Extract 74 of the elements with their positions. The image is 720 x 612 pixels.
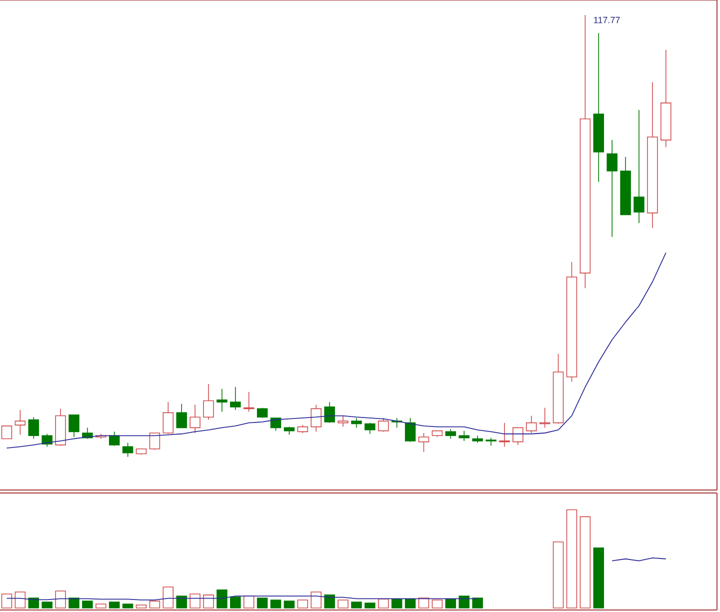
candlestick: [216, 388, 228, 412]
candlestick: [310, 404, 322, 432]
bar: [324, 594, 335, 608]
bar: [284, 600, 295, 608]
candlestick: [458, 430, 470, 442]
bar: [310, 592, 322, 608]
candlestick: [1, 426, 12, 440]
candlestick: [28, 416, 40, 440]
candlestick: [190, 404, 200, 434]
bar: [256, 598, 268, 608]
bar: [216, 590, 228, 608]
bar: [404, 598, 416, 608]
bar: [55, 590, 66, 608]
candlestick: [122, 442, 134, 458]
candlestick: [404, 418, 416, 442]
candlestick: [499, 422, 510, 448]
bar: [42, 602, 52, 608]
candlestick: [108, 431, 120, 446]
candlestick: [42, 433, 52, 448]
bar: [96, 604, 106, 608]
bar: [190, 594, 200, 608]
bar: [566, 509, 578, 608]
candlestick: [445, 428, 456, 440]
candlestick: [512, 427, 524, 446]
bar: [270, 600, 282, 608]
bar: [108, 602, 120, 608]
bar: [14, 592, 26, 608]
bar: [162, 586, 174, 608]
candlestick: [418, 432, 430, 452]
bar: [351, 602, 362, 608]
bar: [364, 602, 376, 608]
candlestick: [203, 384, 214, 420]
bar: [82, 600, 93, 608]
candlestick: [351, 418, 362, 428]
candlestick: [539, 407, 550, 428]
candlestick: [378, 418, 389, 432]
bar: [122, 604, 134, 608]
candlestick: [230, 386, 241, 410]
bar: [391, 598, 402, 608]
bar: [230, 596, 241, 608]
bar: [68, 598, 80, 608]
annotation: 117.77: [594, 16, 620, 24]
bar: [458, 596, 470, 608]
candlestick: [634, 110, 644, 224]
candlestick: [364, 422, 376, 434]
candlestick: [486, 437, 496, 446]
bar: [149, 600, 160, 608]
bar: [552, 541, 564, 608]
bar: [445, 598, 456, 608]
candlestick: [149, 432, 160, 450]
bar: [28, 598, 40, 608]
candlestick: [256, 407, 268, 418]
bar: [176, 596, 187, 608]
bar: [136, 604, 147, 608]
candlestick: [324, 402, 335, 424]
candlestick: [526, 415, 537, 434]
bar: [338, 600, 348, 608]
bar: [203, 594, 214, 608]
bar: [472, 598, 483, 608]
candlestick: [338, 415, 348, 428]
candlestick: [14, 410, 26, 436]
bar: [1, 594, 12, 608]
candlestick: [176, 403, 187, 428]
candlestick: [243, 392, 254, 412]
bar: [297, 600, 308, 608]
bar: [593, 547, 604, 608]
bar: [243, 596, 254, 608]
bar: [432, 600, 443, 608]
bar: [418, 598, 430, 608]
candlestick: [68, 414, 80, 438]
bar: [580, 516, 591, 608]
candlestick: [606, 140, 618, 238]
candlestick: [162, 402, 174, 434]
bar: [378, 598, 389, 608]
